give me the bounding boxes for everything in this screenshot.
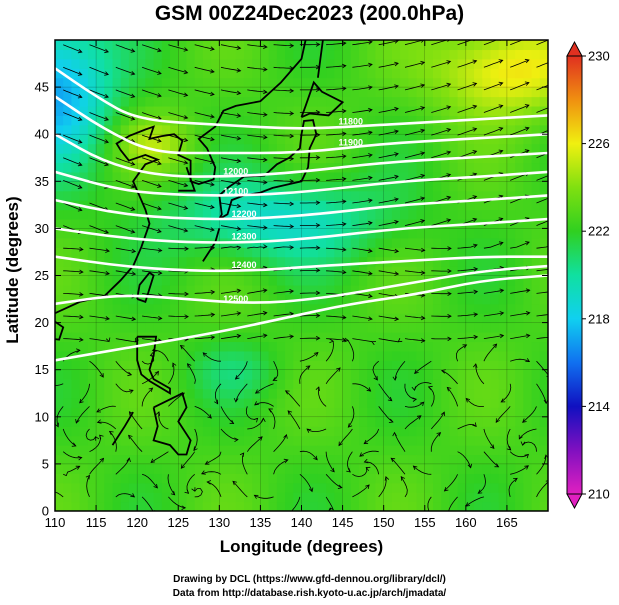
map-title: GSM 00Z24Dec2023 (200.0hPa) <box>154 2 465 25</box>
lat-lon-grid <box>55 40 548 511</box>
colorbar-tick-label: 230 <box>588 49 610 64</box>
contour-label: 11800 <box>339 117 364 127</box>
x-tick-label: 160 <box>455 515 477 530</box>
x-tick-label: 145 <box>332 515 354 530</box>
x-tick-label: 115 <box>86 515 107 530</box>
x-tick-label: 150 <box>373 515 395 530</box>
contour-label: 11900 <box>339 137 364 147</box>
temperature-field <box>55 40 548 511</box>
y-tick-label: 30 <box>35 221 49 236</box>
contour-line <box>55 170 548 197</box>
contour-line <box>55 133 548 178</box>
height-contours: 11800 11900 12000 12100 12200 12300 12400 12500 <box>55 67 548 362</box>
colorbar-tick-label: 218 <box>588 311 610 326</box>
contour-label: 12400 <box>231 260 256 270</box>
contour-line <box>55 264 548 306</box>
y-tick-label: 25 <box>35 268 49 283</box>
y-tick-label: 5 <box>42 456 49 471</box>
colorbar-tick-label: 214 <box>588 399 610 414</box>
y-axis-ticks: 0 5 10 15 20 25 30 35 40 45 <box>35 80 548 519</box>
x-axis-ticks: 110 115 120 125 130 135 140 145 150 155 160 165 <box>45 40 518 530</box>
colorbar-tick-label: 226 <box>588 136 610 151</box>
contour-line <box>55 217 548 244</box>
x-tick-label: 155 <box>414 515 436 530</box>
contour-line <box>55 194 548 221</box>
x-axis-label: Longitude (degrees) <box>219 537 384 556</box>
credit-drawing: Drawing by DCL (https://www.gfd-dennou.o… <box>173 574 446 585</box>
colorbar: 210 214 218 222 226 230 <box>566 40 610 510</box>
colorbar-tick-label: 222 <box>588 224 610 239</box>
contour-label: 12200 <box>231 209 256 219</box>
contour-label: 12300 <box>231 232 256 242</box>
y-tick-label: 0 <box>42 504 49 519</box>
x-tick-label: 130 <box>208 515 230 530</box>
y-tick-label: 15 <box>35 362 49 377</box>
contour-label: 12500 <box>223 294 248 304</box>
coastlines <box>55 40 345 456</box>
contour-line <box>55 274 548 362</box>
contour-line <box>55 255 548 273</box>
contour-label: 12100 <box>223 186 248 196</box>
x-tick-label: 120 <box>126 515 148 530</box>
x-tick-label: 125 <box>167 515 189 530</box>
colorbar-tick-label: 210 <box>588 487 610 502</box>
y-tick-label: 10 <box>35 409 49 424</box>
contour-label: 12000 <box>223 167 248 177</box>
y-tick-label: 35 <box>35 174 49 189</box>
x-tick-label: 135 <box>250 515 272 530</box>
y-tick-label: 40 <box>35 127 49 142</box>
contour-line <box>55 67 548 130</box>
y-tick-label: 45 <box>35 80 49 95</box>
y-tick-label: 20 <box>35 315 49 330</box>
x-tick-label: 110 <box>45 515 66 530</box>
x-tick-label: 140 <box>291 515 313 530</box>
x-tick-label: 165 <box>496 515 518 530</box>
y-axis-label: Latitude (degrees) <box>3 196 22 344</box>
wind-streamlines <box>55 40 548 511</box>
credit-data: Data from http://database.rish.kyoto-u.a… <box>172 588 447 599</box>
contour-line <box>55 95 548 155</box>
